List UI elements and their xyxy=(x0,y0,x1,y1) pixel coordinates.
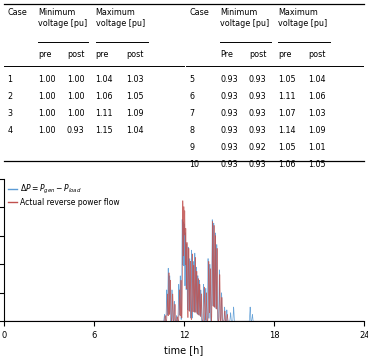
Text: 1.00: 1.00 xyxy=(38,75,56,84)
Text: 1.04: 1.04 xyxy=(308,75,326,84)
Text: 0.92: 0.92 xyxy=(249,143,267,152)
Text: pre: pre xyxy=(96,50,109,59)
Text: Maximum
voltage [pu]: Maximum voltage [pu] xyxy=(96,8,145,28)
Text: 1.00: 1.00 xyxy=(38,92,56,101)
Text: 2: 2 xyxy=(7,92,13,101)
Text: Minimum
voltage [pu]: Minimum voltage [pu] xyxy=(38,8,87,28)
Text: 1.03: 1.03 xyxy=(308,109,326,118)
Text: post: post xyxy=(308,50,326,59)
Text: pre: pre xyxy=(278,50,291,59)
Text: 1.09: 1.09 xyxy=(126,109,144,118)
Text: 0.93: 0.93 xyxy=(220,75,238,84)
Text: 1.05: 1.05 xyxy=(278,75,296,84)
Text: post: post xyxy=(249,50,266,59)
Text: 1.05: 1.05 xyxy=(308,160,326,169)
Text: Case: Case xyxy=(190,8,209,17)
Legend: $\Delta P = P_{gen}-P_{load}$, Actual reverse power flow: $\Delta P = P_{gen}-P_{load}$, Actual re… xyxy=(7,182,120,208)
Text: 0.93: 0.93 xyxy=(249,109,266,118)
Text: 1.00: 1.00 xyxy=(67,109,84,118)
Text: Pre: Pre xyxy=(220,50,233,59)
Text: 1.06: 1.06 xyxy=(278,160,295,169)
Text: 1.06: 1.06 xyxy=(96,92,113,101)
Text: 0.93: 0.93 xyxy=(220,126,238,135)
Text: 1.00: 1.00 xyxy=(38,109,56,118)
Text: 4: 4 xyxy=(7,126,12,135)
Text: 1.01: 1.01 xyxy=(308,143,326,152)
Text: Case: Case xyxy=(7,8,27,17)
Text: 5: 5 xyxy=(190,75,195,84)
Text: pre: pre xyxy=(38,50,51,59)
Text: 0.93: 0.93 xyxy=(249,75,266,84)
Text: 1.11: 1.11 xyxy=(96,109,113,118)
Text: 1: 1 xyxy=(7,75,12,84)
Text: 7: 7 xyxy=(190,109,195,118)
Text: 1.03: 1.03 xyxy=(126,75,144,84)
Text: 1.07: 1.07 xyxy=(278,109,296,118)
Text: 1.04: 1.04 xyxy=(96,75,113,84)
Text: 0.93: 0.93 xyxy=(67,126,84,135)
Text: 9: 9 xyxy=(190,143,195,152)
Text: 1.06: 1.06 xyxy=(308,92,326,101)
Text: 0.93: 0.93 xyxy=(249,92,266,101)
Text: 8: 8 xyxy=(190,126,194,135)
Text: 1.05: 1.05 xyxy=(278,143,296,152)
Text: 1.15: 1.15 xyxy=(96,126,113,135)
Text: 0.93: 0.93 xyxy=(220,160,238,169)
Text: 1.00: 1.00 xyxy=(38,126,56,135)
Text: Minimum
voltage [pu]: Minimum voltage [pu] xyxy=(220,8,269,28)
Text: 1.14: 1.14 xyxy=(278,126,295,135)
Text: 1.04: 1.04 xyxy=(126,126,144,135)
Text: 3: 3 xyxy=(7,109,12,118)
Text: 1.11: 1.11 xyxy=(278,92,295,101)
Text: 0.93: 0.93 xyxy=(249,126,266,135)
Text: 1.05: 1.05 xyxy=(126,92,144,101)
Text: 0.93: 0.93 xyxy=(249,160,266,169)
Text: 0.93: 0.93 xyxy=(220,109,238,118)
Text: 6: 6 xyxy=(190,92,194,101)
Text: 10: 10 xyxy=(190,160,199,169)
Text: post: post xyxy=(67,50,84,59)
Text: Maximum
voltage [pu]: Maximum voltage [pu] xyxy=(278,8,327,28)
Text: post: post xyxy=(126,50,144,59)
Text: 0.93: 0.93 xyxy=(220,143,238,152)
Text: 1.09: 1.09 xyxy=(308,126,326,135)
Text: 1.00: 1.00 xyxy=(67,92,84,101)
Text: 0.93: 0.93 xyxy=(220,92,238,101)
Text: 1.00: 1.00 xyxy=(67,75,84,84)
X-axis label: time [h]: time [h] xyxy=(164,345,204,356)
